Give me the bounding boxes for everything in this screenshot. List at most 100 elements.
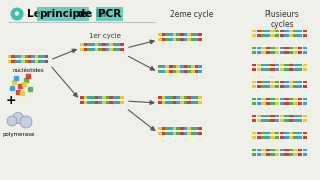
Bar bbox=[303, 68, 307, 71]
Bar bbox=[158, 101, 162, 104]
Bar bbox=[270, 81, 275, 83]
Bar bbox=[257, 64, 261, 66]
Bar bbox=[280, 102, 284, 105]
Bar bbox=[162, 96, 165, 99]
Bar bbox=[188, 70, 191, 73]
Bar bbox=[198, 38, 202, 41]
Bar bbox=[257, 51, 261, 54]
Text: PCR: PCR bbox=[98, 9, 121, 19]
Bar bbox=[293, 153, 298, 156]
Bar bbox=[289, 30, 293, 32]
Bar bbox=[303, 85, 307, 88]
Bar bbox=[28, 55, 31, 58]
Bar bbox=[303, 47, 307, 49]
Bar bbox=[84, 48, 87, 51]
Bar bbox=[177, 96, 180, 99]
Bar bbox=[87, 48, 91, 51]
Bar bbox=[257, 85, 261, 88]
Bar bbox=[84, 43, 87, 46]
Bar bbox=[169, 70, 172, 73]
Bar bbox=[284, 153, 289, 156]
Bar bbox=[165, 127, 169, 130]
Bar bbox=[266, 64, 270, 66]
Bar bbox=[293, 34, 298, 37]
Circle shape bbox=[11, 8, 23, 21]
Bar bbox=[21, 60, 25, 63]
Bar bbox=[25, 60, 28, 63]
Bar bbox=[198, 33, 202, 36]
Bar bbox=[270, 132, 275, 134]
Bar bbox=[284, 81, 289, 83]
Bar bbox=[15, 60, 18, 63]
Bar bbox=[293, 81, 298, 83]
Bar bbox=[8, 60, 11, 63]
Bar bbox=[91, 101, 94, 104]
Bar bbox=[165, 38, 169, 41]
Bar bbox=[158, 33, 162, 36]
Bar bbox=[280, 153, 284, 156]
Bar bbox=[298, 47, 302, 49]
Bar bbox=[280, 132, 284, 134]
Bar bbox=[191, 38, 195, 41]
Text: Le: Le bbox=[27, 9, 44, 19]
Bar bbox=[35, 60, 38, 63]
Bar bbox=[289, 115, 293, 117]
Bar bbox=[266, 149, 270, 151]
Bar bbox=[293, 136, 298, 139]
Bar bbox=[266, 153, 270, 156]
Bar bbox=[162, 65, 165, 68]
Bar bbox=[184, 65, 187, 68]
Bar bbox=[195, 127, 198, 130]
Bar bbox=[99, 43, 102, 46]
Bar bbox=[45, 55, 48, 58]
Bar bbox=[280, 30, 284, 32]
Bar bbox=[257, 47, 261, 49]
Bar bbox=[165, 70, 169, 73]
Bar bbox=[275, 68, 279, 71]
Bar bbox=[252, 64, 256, 66]
Bar bbox=[270, 153, 275, 156]
Bar bbox=[284, 149, 289, 151]
Bar bbox=[252, 153, 256, 156]
Bar bbox=[252, 68, 256, 71]
Bar bbox=[195, 38, 198, 41]
Bar bbox=[293, 68, 298, 71]
Bar bbox=[270, 85, 275, 88]
Bar bbox=[113, 101, 116, 104]
Bar bbox=[177, 65, 180, 68]
Bar bbox=[162, 33, 165, 36]
Bar bbox=[177, 132, 180, 135]
Bar bbox=[257, 132, 261, 134]
Bar bbox=[45, 60, 48, 63]
Text: principe: principe bbox=[39, 9, 87, 19]
Bar bbox=[303, 30, 307, 32]
Bar bbox=[280, 51, 284, 54]
Bar bbox=[303, 81, 307, 83]
Bar bbox=[289, 85, 293, 88]
Bar bbox=[280, 47, 284, 49]
Bar bbox=[109, 101, 113, 104]
Bar bbox=[266, 68, 270, 71]
Bar bbox=[284, 51, 289, 54]
Bar bbox=[298, 34, 302, 37]
Bar bbox=[35, 55, 38, 58]
Bar bbox=[99, 101, 102, 104]
Bar bbox=[266, 85, 270, 88]
Bar bbox=[158, 70, 162, 73]
Bar bbox=[293, 132, 298, 134]
Bar bbox=[169, 127, 172, 130]
Bar bbox=[195, 70, 198, 73]
Bar bbox=[173, 38, 176, 41]
Bar bbox=[289, 132, 293, 134]
Bar bbox=[298, 51, 302, 54]
Bar bbox=[275, 149, 279, 151]
Bar bbox=[284, 115, 289, 117]
Bar bbox=[284, 30, 289, 32]
Bar bbox=[188, 33, 191, 36]
Bar bbox=[293, 47, 298, 49]
Bar bbox=[177, 33, 180, 36]
Bar bbox=[266, 30, 270, 32]
Bar bbox=[280, 119, 284, 122]
Bar bbox=[298, 102, 302, 105]
Bar bbox=[261, 68, 266, 71]
